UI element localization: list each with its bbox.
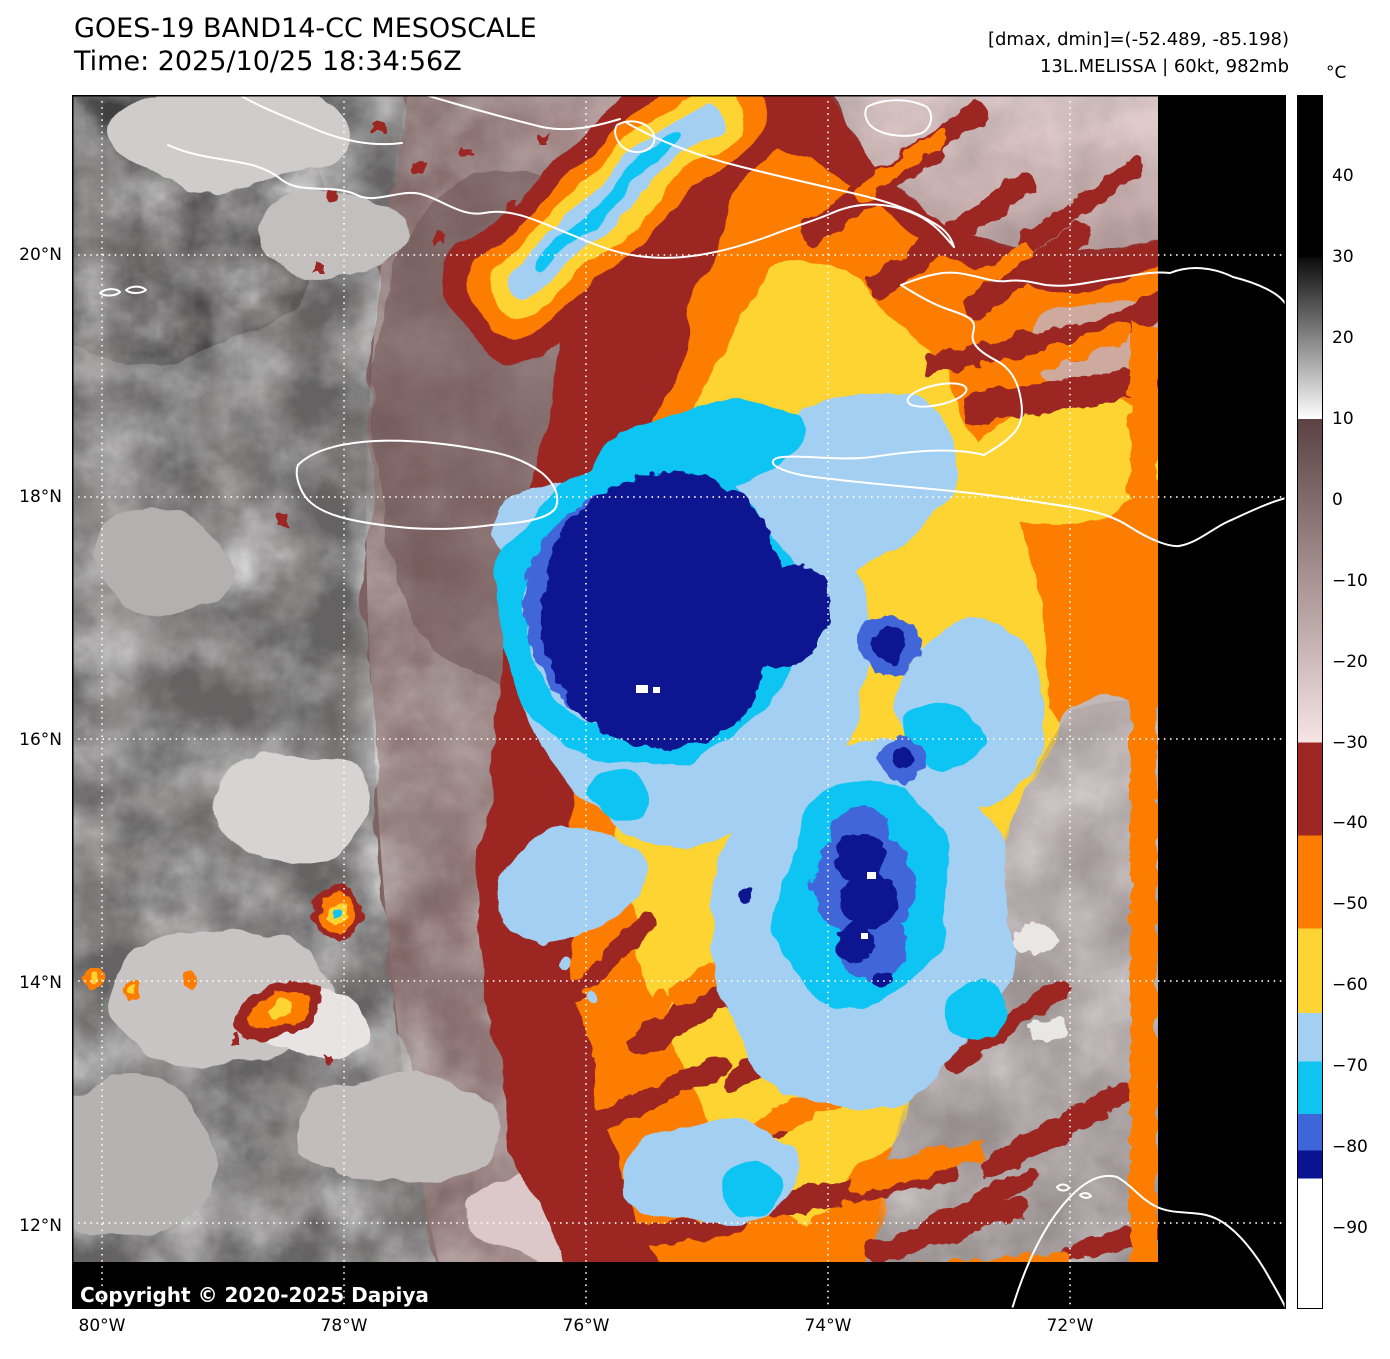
colorbar-tick-label: −80 <box>1332 1137 1368 1158</box>
jamaica-coastline <box>295 439 559 530</box>
colorbar-gradient <box>1298 96 1322 1308</box>
x-tick-label: 74°W <box>804 1316 852 1336</box>
colorbar-tick-label: −30 <box>1332 732 1368 753</box>
colorbar-tick-label: 40 <box>1332 165 1354 186</box>
annotation-block: [dmax, dmin]=(-52.489, -85.198) 13L.MELI… <box>988 26 1289 80</box>
dmax-dmin-label: [dmax, dmin]=(-52.489, -85.198) <box>987 29 1289 50</box>
small-convective-cells <box>83 887 363 1040</box>
colorbar-tick-label: −90 <box>1332 1218 1368 1239</box>
no-data-mask <box>72 95 1286 1309</box>
cuba-coastline <box>167 144 955 259</box>
great-inagua <box>864 99 933 137</box>
x-tick-label: 72°W <box>1046 1316 1094 1336</box>
colorbar-tick-label: −10 <box>1332 570 1368 591</box>
colorbar-tick-label: −70 <box>1332 1056 1368 1077</box>
y-tick-label: 16°N <box>19 730 62 750</box>
y-tick-label: 18°N <box>19 487 62 507</box>
page-title: GOES-19 BAND14-CC MESOSCALE <box>74 13 537 44</box>
x-tick-label: 78°W <box>320 1316 368 1336</box>
colorbar-tick-label: 0 <box>1332 489 1343 510</box>
timestamp-label: Time: 2025/10/25 18:34:56Z <box>74 46 462 77</box>
south-america-coastline <box>1011 1175 1286 1309</box>
colorbar-tick-label: −20 <box>1332 651 1368 672</box>
colorbar-tick-label: 10 <box>1332 408 1354 429</box>
y-tick-label: 12°N <box>19 1216 62 1236</box>
graticule-gridlines <box>72 95 1286 1309</box>
satellite-map: Copyright © 2020-2025 Dapiya <box>72 95 1286 1309</box>
copyright-label: Copyright © 2020-2025 Dapiya <box>80 1283 429 1307</box>
y-tick-label: 14°N <box>19 973 62 993</box>
satellite-imagery <box>72 95 1286 1309</box>
title-block: GOES-19 BAND14-CC MESOSCALE Time: 2025/1… <box>74 12 537 78</box>
hispaniola-coastline <box>900 267 1286 306</box>
colorbar-tick-label: −40 <box>1332 813 1368 834</box>
storm-core-cdo <box>541 472 913 988</box>
colorbar-tick-label: −60 <box>1332 975 1368 996</box>
x-tick-label: 76°W <box>562 1316 610 1336</box>
colorbar-tick-label: 30 <box>1332 246 1354 267</box>
map-frame <box>72 95 1286 1309</box>
coastlines <box>99 95 1286 1309</box>
cayman-islands <box>99 285 147 297</box>
bright-cloud-patches <box>72 95 642 1265</box>
gonave-island <box>906 382 968 408</box>
colorbar-unit-label: °C <box>1326 63 1347 83</box>
colorbar-tick-label: 20 <box>1332 327 1354 348</box>
x-tick-label: 80°W <box>78 1316 126 1336</box>
storm-status-label: 13L.MELISSA | 60kt, 982mb <box>1039 56 1289 77</box>
colorbar <box>1297 95 1323 1309</box>
overshooting-top-specks <box>636 685 876 939</box>
y-tick-label: 20°N <box>19 245 62 265</box>
colorbar-tick-label: −50 <box>1332 894 1368 915</box>
